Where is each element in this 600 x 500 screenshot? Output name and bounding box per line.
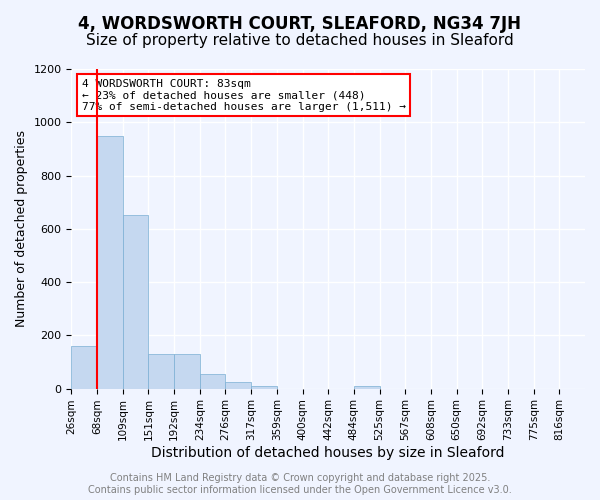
Bar bbox=[97, 136, 123, 388]
Bar bbox=[123, 216, 148, 388]
Text: 4 WORDSWORTH COURT: 83sqm
← 23% of detached houses are smaller (448)
77% of semi: 4 WORDSWORTH COURT: 83sqm ← 23% of detac… bbox=[82, 78, 406, 112]
Text: 4, WORDSWORTH COURT, SLEAFORD, NG34 7JH: 4, WORDSWORTH COURT, SLEAFORD, NG34 7JH bbox=[79, 15, 521, 33]
Bar bbox=[226, 382, 251, 388]
Y-axis label: Number of detached properties: Number of detached properties bbox=[15, 130, 28, 328]
Bar bbox=[251, 386, 277, 388]
Bar bbox=[71, 346, 97, 389]
Bar bbox=[200, 374, 226, 388]
Text: Contains HM Land Registry data © Crown copyright and database right 2025.
Contai: Contains HM Land Registry data © Crown c… bbox=[88, 474, 512, 495]
Bar bbox=[174, 354, 200, 388]
Bar bbox=[354, 386, 380, 388]
X-axis label: Distribution of detached houses by size in Sleaford: Distribution of detached houses by size … bbox=[151, 446, 505, 460]
Bar bbox=[148, 354, 174, 388]
Text: Size of property relative to detached houses in Sleaford: Size of property relative to detached ho… bbox=[86, 32, 514, 48]
